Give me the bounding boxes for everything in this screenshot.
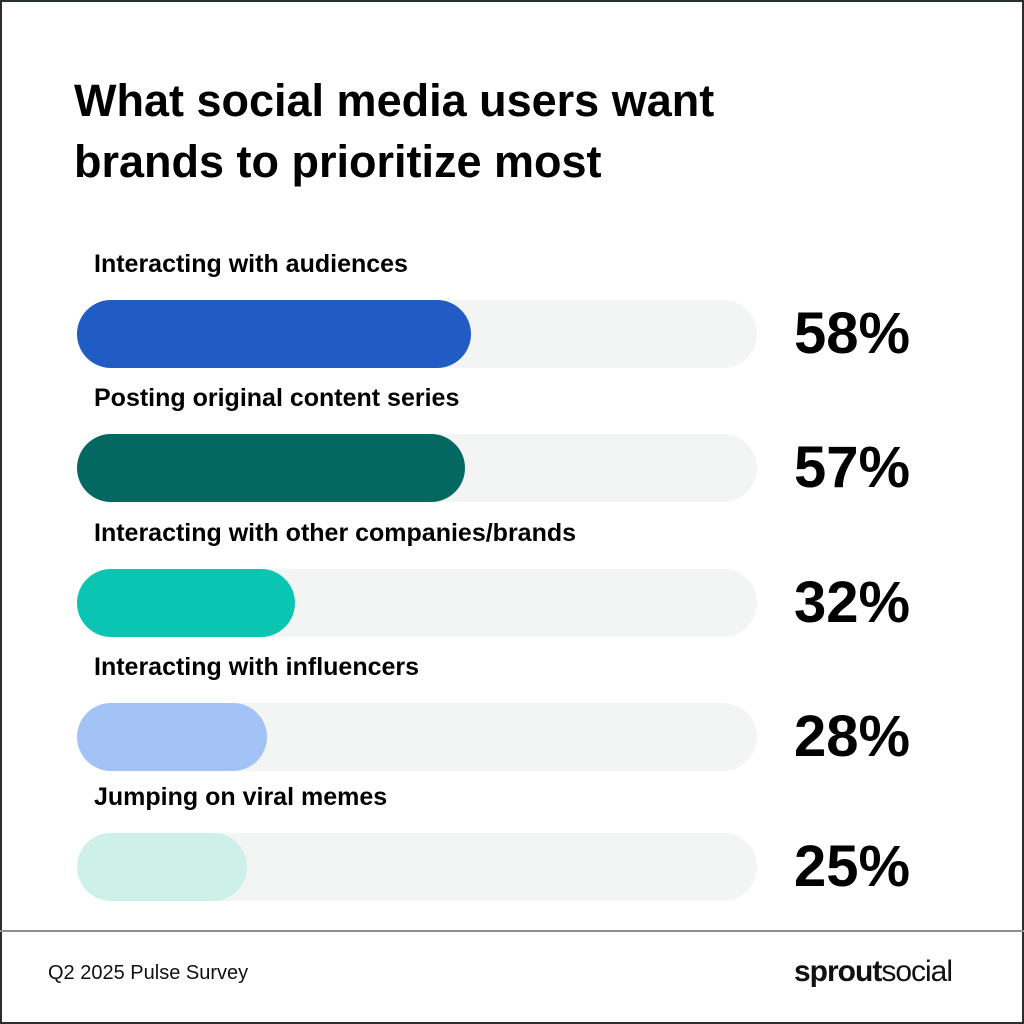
bar-track (77, 300, 757, 368)
bar-track (77, 833, 757, 901)
value-label: 28% (794, 704, 911, 769)
category-label: Posting original content series (94, 384, 460, 412)
footer-divider (0, 930, 1024, 932)
bar-track (77, 703, 757, 771)
value-label: 57% (794, 435, 911, 500)
category-label: Jumping on viral memes (94, 783, 388, 811)
bar (77, 300, 472, 368)
logo-light: social (881, 955, 953, 988)
bar (77, 833, 247, 901)
category-label: Interacting with influencers (94, 653, 420, 681)
logo-bold: sprout (794, 955, 882, 988)
bar-track (77, 569, 757, 637)
category-label: Interacting with audiences (94, 250, 408, 278)
sprout-social-logo: sproutsocial (794, 955, 953, 989)
value-label: 58% (794, 301, 911, 366)
value-label: 32% (794, 570, 911, 635)
category-label: Interacting with other companies/brands (94, 519, 577, 547)
bar-track (77, 434, 757, 502)
bar (77, 703, 268, 771)
chart-title: What social media users want brands to p… (74, 75, 715, 187)
value-label: 25% (794, 834, 911, 899)
bar (77, 569, 295, 637)
source-label: Q2 2025 Pulse Survey (48, 962, 249, 984)
bar (77, 434, 465, 502)
